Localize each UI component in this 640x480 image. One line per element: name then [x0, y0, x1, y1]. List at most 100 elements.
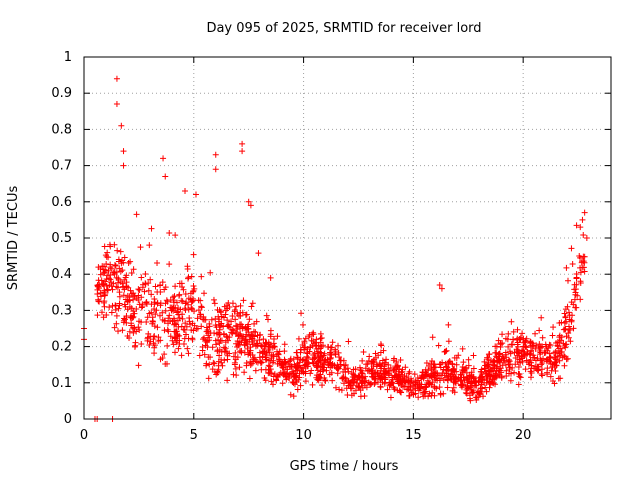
data-point	[210, 359, 217, 366]
data-point	[528, 370, 535, 377]
data-point	[198, 303, 205, 310]
data-point	[229, 326, 236, 333]
data-point	[164, 298, 171, 305]
data-point	[522, 366, 529, 373]
data-point	[528, 362, 535, 369]
data-point	[254, 340, 261, 347]
x-axis-label: GPS time / hours	[290, 459, 399, 474]
data-point	[571, 296, 578, 303]
data-point	[507, 377, 514, 384]
data-point	[216, 352, 223, 359]
data-point	[113, 75, 120, 82]
data-point	[329, 339, 336, 346]
data-point	[135, 297, 142, 304]
data-point	[95, 283, 102, 290]
data-point	[482, 369, 489, 376]
data-point	[561, 319, 568, 326]
data-point	[127, 314, 134, 321]
data-point	[541, 347, 548, 354]
data-point	[526, 358, 533, 365]
data-point	[225, 323, 232, 330]
data-point	[528, 374, 534, 381]
data-point	[583, 235, 590, 241]
data-point	[182, 320, 189, 327]
data-point	[572, 304, 579, 311]
data-point	[562, 341, 569, 348]
data-point	[538, 314, 545, 321]
data-point	[395, 376, 402, 383]
data-point	[502, 351, 509, 358]
data-point	[530, 342, 537, 349]
data-point	[423, 384, 430, 391]
data-point	[240, 297, 247, 304]
data-point	[249, 300, 256, 307]
data-point	[458, 378, 465, 385]
data-point	[117, 248, 124, 255]
data-point	[293, 349, 300, 356]
data-point	[426, 381, 433, 388]
data-point	[460, 359, 467, 366]
data-point	[482, 384, 489, 391]
data-point	[198, 304, 205, 311]
data-point	[483, 388, 490, 395]
data-point	[142, 270, 149, 277]
data-point	[246, 316, 253, 323]
data-point	[565, 323, 572, 330]
data-point	[313, 364, 320, 371]
data-point	[144, 314, 151, 321]
data-point	[425, 363, 432, 370]
data-point	[159, 355, 166, 362]
data-point	[126, 328, 133, 335]
data-point	[106, 304, 113, 311]
data-point	[486, 351, 493, 358]
data-point	[579, 216, 586, 223]
data-point	[577, 269, 584, 276]
data-point	[180, 326, 187, 333]
data-point	[277, 369, 284, 376]
data-point	[223, 349, 230, 356]
data-point	[324, 343, 331, 350]
data-point	[307, 344, 314, 351]
data-point	[372, 370, 379, 377]
data-point	[509, 364, 516, 371]
data-point	[216, 340, 223, 347]
data-point	[327, 354, 334, 361]
data-point	[174, 337, 181, 344]
data-point	[276, 348, 283, 355]
data-point	[275, 373, 282, 380]
data-point	[511, 349, 518, 356]
data-point	[308, 367, 315, 374]
data-point	[360, 349, 367, 356]
data-point	[495, 337, 502, 344]
data-point	[165, 315, 172, 322]
data-point	[422, 366, 429, 373]
data-point	[288, 363, 295, 370]
data-point	[178, 297, 185, 304]
data-point	[205, 375, 212, 382]
data-point	[103, 260, 110, 267]
data-point	[415, 377, 422, 384]
data-point	[563, 356, 570, 363]
data-point	[176, 292, 183, 299]
data-point	[252, 356, 259, 363]
data-point	[126, 297, 133, 304]
data-point	[565, 334, 572, 341]
data-point	[476, 375, 483, 382]
data-point	[216, 316, 223, 323]
data-point	[309, 381, 316, 388]
data-point	[183, 323, 190, 330]
data-point	[292, 367, 299, 374]
data-point	[228, 318, 235, 325]
data-point	[515, 363, 522, 370]
data-point	[104, 287, 111, 294]
data-point	[127, 313, 134, 320]
data-point	[364, 360, 371, 367]
data-point	[550, 324, 557, 331]
data-point	[187, 321, 194, 328]
data-point	[111, 241, 118, 248]
x-tick-label: 0	[80, 428, 88, 443]
data-point	[441, 348, 448, 355]
data-point	[341, 380, 348, 387]
data-point	[174, 299, 181, 306]
